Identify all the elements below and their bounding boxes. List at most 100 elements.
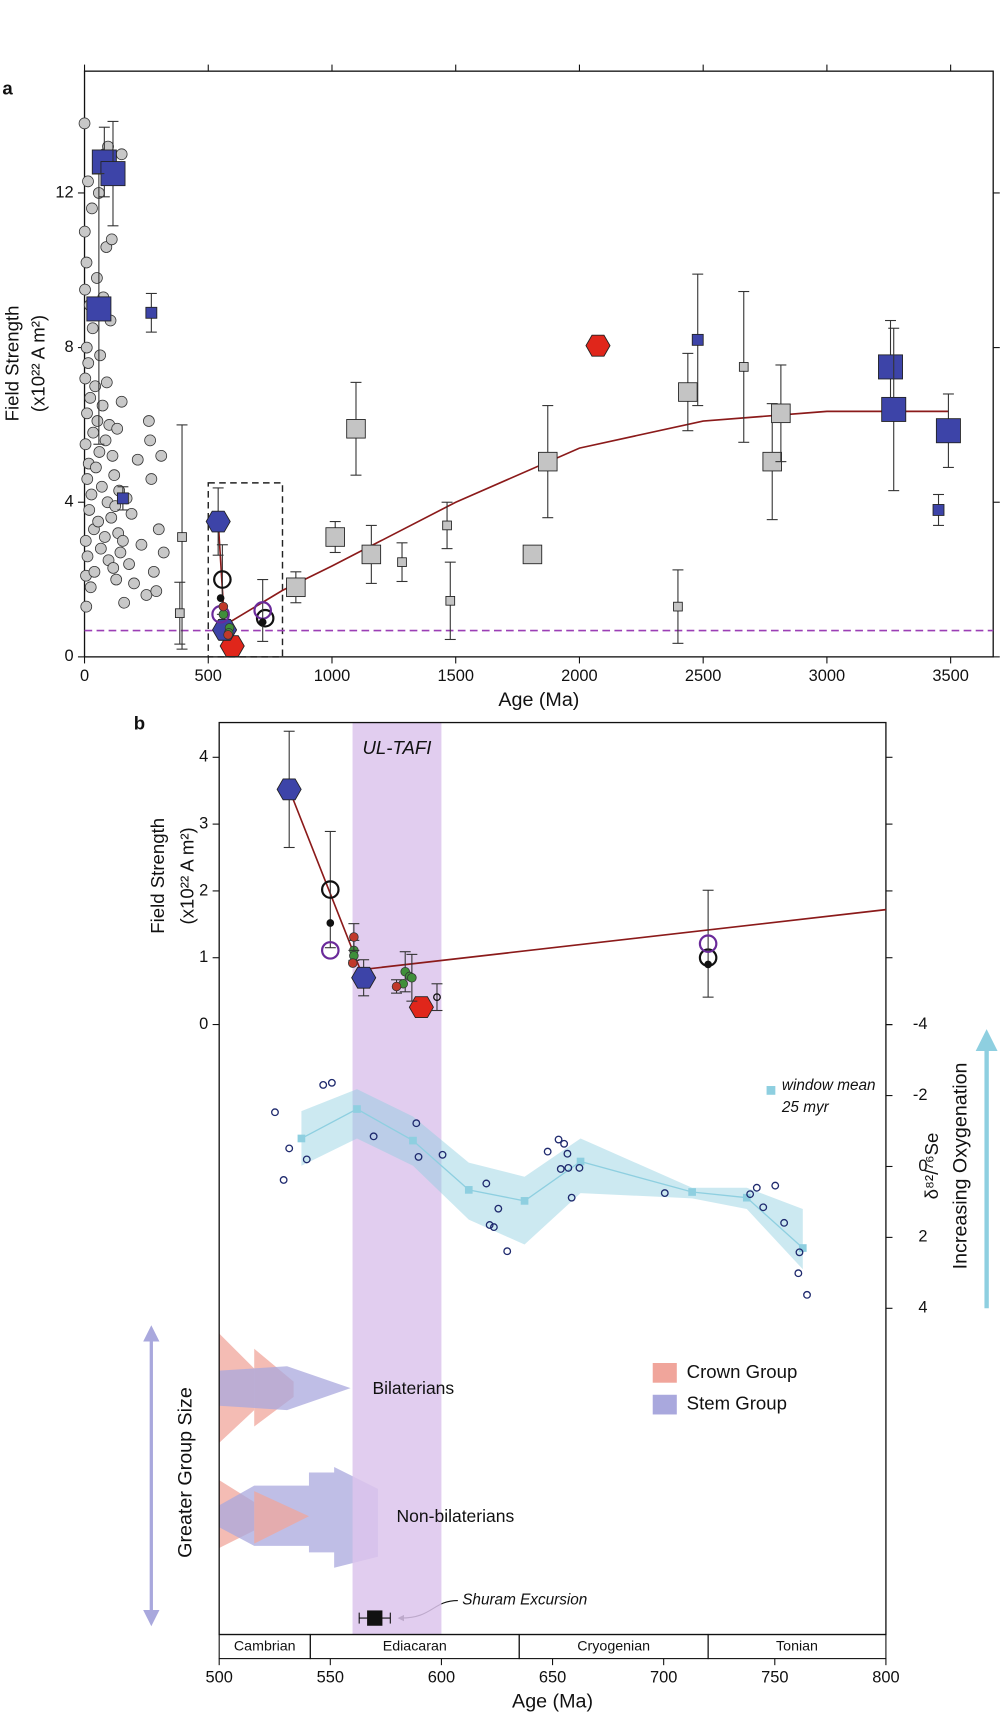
x-tick-label: 500 (195, 667, 222, 685)
y-axis-label: Field Strength (1, 306, 22, 422)
panel: UL-TAFI window mean 25 myr 500 550 600 650 700 7… (134, 713, 972, 1713)
circle-marker (79, 283, 91, 296)
window-mean-marker (742, 1193, 751, 1202)
period-box (707, 1633, 887, 1660)
circle-marker (87, 426, 100, 439)
open-circle-marker (780, 1218, 789, 1227)
circle-marker (105, 511, 118, 524)
window-mean-marker (520, 1197, 529, 1205)
x-tick-label: 3000 (809, 667, 845, 685)
square-marker (100, 161, 126, 187)
window-mean-marker (688, 1188, 696, 1196)
square-marker (678, 382, 698, 402)
band-label: UL-TAFI (363, 737, 432, 758)
circle-marker (92, 515, 104, 528)
circle-marker (95, 480, 108, 493)
square-marker (691, 333, 704, 346)
x-tick-label: 800 (872, 1669, 899, 1687)
open-circle-marker (285, 1144, 294, 1153)
circle-marker (91, 415, 104, 427)
square-marker (286, 577, 306, 598)
square-marker (881, 396, 907, 422)
square-marker (935, 418, 961, 444)
circle-marker (80, 256, 93, 269)
y-axis-label: (x10²² A m²) (176, 827, 197, 924)
window-band (301, 1089, 803, 1270)
square-marker (177, 532, 187, 542)
circle-marker (81, 473, 94, 485)
dot-marker (216, 594, 225, 602)
x-tick-label: 1500 (437, 667, 473, 685)
circle-marker (218, 601, 229, 612)
square-marker (145, 306, 158, 319)
circle-marker (115, 395, 128, 408)
circle-marker (93, 446, 106, 458)
dot-marker (326, 919, 335, 927)
window-mean-marker (576, 1157, 585, 1166)
y-tick-label: 0 (199, 1015, 208, 1033)
square-marker (738, 362, 749, 372)
open-circle-marker (752, 1183, 761, 1192)
open-circle-marker (746, 1190, 755, 1199)
square-marker (361, 544, 382, 565)
circle-marker (223, 630, 233, 640)
hexagon-marker (205, 510, 231, 533)
circle-marker (111, 422, 124, 435)
open-circle-marker (271, 1108, 279, 1117)
open-circle-marker (482, 1179, 491, 1188)
annotation-marker (367, 1610, 383, 1626)
y-tick-label: 1 (199, 948, 208, 966)
y-axis-label: (x10²² A m²) (28, 315, 49, 412)
open-circle-marker (494, 1204, 503, 1213)
square-marker (116, 492, 129, 505)
x-tick-label: 700 (650, 1669, 677, 1687)
circle-marker (91, 272, 103, 284)
x-tick-label: 2000 (561, 667, 597, 685)
open-circle-marker (567, 1193, 576, 1202)
square-marker (522, 544, 543, 565)
crown-shape (254, 1491, 309, 1544)
square-marker (174, 608, 185, 619)
circle-marker (79, 535, 92, 547)
open-circle-marker (438, 1150, 447, 1159)
group-label: Non-bilaterians (397, 1506, 515, 1526)
y2-tick-label: 0 (918, 1157, 927, 1175)
open-circle-marker (803, 1290, 811, 1299)
hexagon-marker (351, 966, 377, 989)
square-marker (86, 296, 112, 322)
circle-marker (114, 546, 127, 559)
circle-marker (80, 600, 93, 613)
hexagon-marker (276, 778, 302, 801)
circle-marker (84, 581, 97, 594)
circle-marker (150, 585, 163, 598)
open-circle-marker (319, 1080, 328, 1089)
open-circle-marker (563, 1149, 572, 1158)
open-circle-marker (556, 1165, 565, 1173)
circle-marker (89, 380, 102, 393)
square-marker (445, 595, 456, 606)
open-circle-marker (503, 1247, 512, 1256)
panel-label: b (134, 713, 145, 734)
circle-marker (88, 565, 101, 578)
open-circle-marker (369, 1132, 378, 1141)
open-circle-marker (759, 1203, 768, 1212)
y-axis-label: Field Strength (147, 818, 168, 934)
open-circle-marker (660, 1189, 669, 1198)
open-circle-marker (433, 993, 441, 1002)
window-mean-marker (409, 1136, 417, 1145)
phylogeny (219, 1333, 378, 1568)
circle-marker (143, 415, 155, 427)
x-tick-label: 1000 (314, 667, 351, 685)
circle-marker (140, 589, 153, 601)
circle-marker (115, 148, 128, 161)
annotation-label: Shuram Excursion (462, 1592, 587, 1609)
circle-marker (349, 932, 359, 942)
legend-label: Stem Group (687, 1393, 787, 1414)
circle-marker (123, 558, 135, 570)
square-marker (673, 601, 683, 612)
circle-marker (117, 535, 129, 547)
period-label: Tonian (776, 1638, 818, 1654)
circle-marker (128, 577, 140, 590)
circle-marker (98, 531, 111, 543)
